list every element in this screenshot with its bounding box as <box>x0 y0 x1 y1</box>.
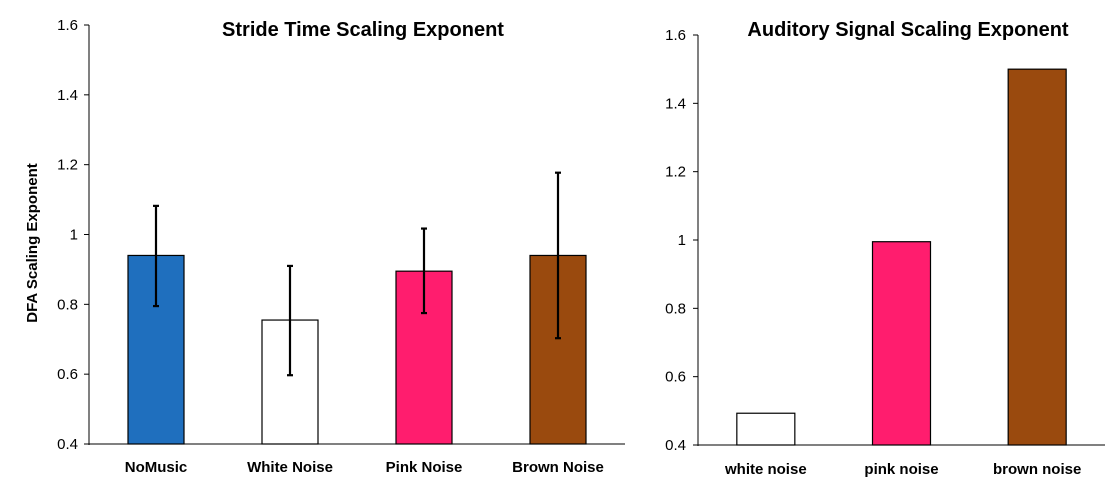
right-y-tick-label: 0.4 <box>665 437 686 454</box>
left-y-tick-label: 0.8 <box>57 296 78 313</box>
right-y-tick-label: 1 <box>678 232 686 249</box>
left-category-label: White Noise <box>247 459 333 476</box>
right-category-label: brown noise <box>993 461 1081 478</box>
right-category-labels: white noise pink noise brown noise <box>724 461 1081 478</box>
left-bars <box>127 254 587 445</box>
right-bar-brown-noise <box>1007 68 1067 446</box>
left-y-tick-label: 0.4 <box>57 436 78 453</box>
stride-time-chart: Stride Time Scaling Exponent DFA Scaling… <box>24 17 625 476</box>
right-bar-white-noise <box>736 412 796 446</box>
left-chart-title: Stride Time Scaling Exponent <box>222 19 504 41</box>
left-y-axis-label: DFA Scaling Exponent <box>24 163 41 322</box>
right-bar-pink-noise <box>871 241 932 446</box>
left-y-tick-label: 1 <box>70 227 78 244</box>
right-y-ticks: 0.4 0.6 0.8 1 1.2 1.4 1.6 <box>665 27 698 454</box>
left-category-label: Pink Noise <box>386 459 463 476</box>
left-y-tick-label: 1.6 <box>57 17 78 34</box>
left-y-tick-label: 0.6 <box>57 366 78 383</box>
left-y-tick-label: 1.4 <box>57 87 78 104</box>
right-category-label: pink noise <box>864 461 938 478</box>
right-y-tick-label: 1.2 <box>665 164 686 181</box>
right-y-tick-label: 0.6 <box>665 369 686 386</box>
auditory-signal-chart: Auditory Signal Scaling Exponent 0.40.60… <box>665 19 1105 478</box>
right-bars <box>736 68 1067 446</box>
left-y-tick-label: 1.2 <box>57 157 78 174</box>
right-y-tick-label: 1.6 <box>665 27 686 44</box>
left-error-bars <box>153 171 561 377</box>
right-y-tick-label: 0.8 <box>665 300 686 317</box>
right-y-tick-label: 1.4 <box>665 95 686 112</box>
left-category-labels: NoMusic White Noise Pink Noise Brown Noise <box>125 459 604 476</box>
left-category-label: NoMusic <box>125 459 188 476</box>
right-chart-title: Auditory Signal Scaling Exponent <box>747 19 1068 41</box>
left-y-ticks: 0.4 0.6 0.8 1 1.2 1.4 1.6 <box>57 17 89 453</box>
left-category-label: Brown Noise <box>512 459 604 476</box>
right-category-label: white noise <box>724 461 807 478</box>
